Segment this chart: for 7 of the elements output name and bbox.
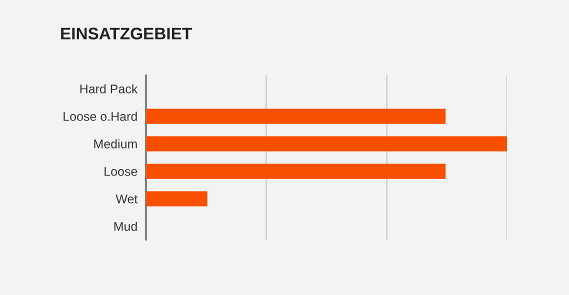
y-tick-label: Mud xyxy=(114,222,137,231)
y-tick-label: Medium xyxy=(94,139,137,148)
y-tick-label: Loose xyxy=(104,167,138,176)
y-tick-label: Loose o.Hard xyxy=(64,112,137,121)
y-tick-label: Wet xyxy=(116,194,138,204)
chart-title: EINSATZGEBIET xyxy=(61,28,192,40)
y-tick-label: Hard Pack xyxy=(80,84,138,94)
